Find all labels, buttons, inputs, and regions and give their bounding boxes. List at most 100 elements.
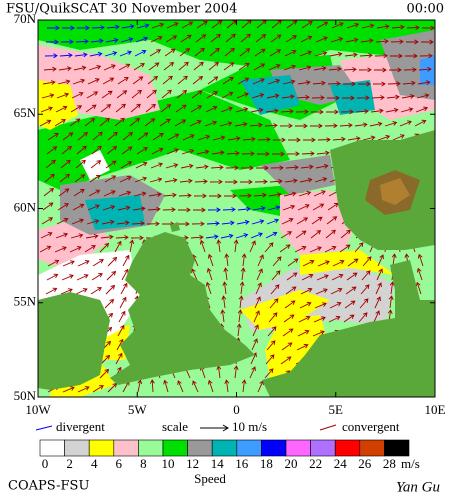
wind-arrow [84,118,96,127]
wind-arrow [226,150,240,156]
wind-arrow [285,35,297,43]
wind-arrow [239,281,245,295]
wind-arrow [313,316,326,323]
wind-arrow [121,24,135,29]
wind-arrow [327,81,341,87]
colorbar-cell [138,439,164,457]
wind-arrow [117,324,125,337]
wind-arrow [346,272,358,281]
wind-arrow [377,134,391,141]
wind-arrow [133,191,147,197]
wind-arrow [119,296,127,309]
wind-arrow [315,36,328,43]
colorbar-label: 0 [42,456,49,471]
wind-arrow [242,136,256,142]
wind-arrow [104,298,115,309]
wind-arrow [377,254,384,267]
wind-arrow [162,75,173,85]
wind-arrow [209,193,222,199]
wind-arrow [181,21,194,29]
wind-arrow [131,89,142,99]
wind-arrow [191,90,203,99]
wind-arrow [266,340,276,351]
wind-arrow [116,220,130,226]
wind-arrow [144,118,156,127]
lon-label: 5E [329,402,344,417]
wind-arrow [345,37,359,43]
wind-arrow [119,176,132,183]
wind-arrow [324,123,338,129]
wind-arrow [41,217,54,225]
wind-arrow [206,221,220,226]
wind-arrow [91,25,105,31]
wind-arrow [107,131,118,141]
wind-arrow [117,76,129,85]
colorbar-label: 4 [91,456,98,471]
wind-arrow [254,296,261,309]
colorbar-label: 18 [260,456,273,471]
wind-arrow [317,137,331,143]
wind-arrow [177,380,184,393]
wind-arrow [285,286,297,295]
wind-arrow [77,386,90,393]
wind-arrow [358,312,368,323]
wind-arrow [359,298,369,309]
wind-arrow [146,89,157,99]
wind-arrow [205,105,218,113]
wind-arrow [134,49,147,57]
wind-arrow [359,52,373,58]
colorbar-cell [162,439,188,457]
wind-arrow [44,53,58,59]
wind-arrow [240,165,254,171]
wind-arrow [75,159,86,169]
wind-arrow [223,193,237,199]
wind-arrow [136,23,150,29]
wind-arrow [252,206,266,211]
wind-arrow [238,295,244,309]
wind-arrow [390,39,404,45]
wind-arrow [267,78,281,85]
wind-arrow [106,24,120,30]
wind-arrow [135,161,148,169]
wind-arrow [72,203,85,211]
wind-arrow [222,207,236,212]
wind-arrow [328,66,342,72]
wind-arrow [373,67,387,73]
wind-arrow [118,63,131,71]
wind-arrow [361,23,375,29]
wind-arrow [272,137,286,143]
wind-arrow [282,204,296,211]
wind-arrow [347,136,361,142]
wind-arrow [86,91,99,99]
wind-arrow [376,24,390,30]
wind-arrow [311,95,325,101]
wind-arrow [354,242,364,253]
wind-arrow [356,95,370,101]
wind-arrow [195,164,209,170]
wind-arrow [129,239,135,253]
wind-arrow [332,136,346,142]
wind-arrow [316,150,330,156]
colorbar-cell [187,439,213,457]
lat-label: 70N [14,11,37,26]
wind-arrow [107,256,118,267]
wind-arrow [105,284,116,295]
wind-arrow [254,48,266,57]
wind-arrow [316,21,329,29]
wind-arrow [355,108,369,114]
wind-arrow [385,107,399,113]
wind-arrow [417,80,431,86]
wind-arrow [167,133,180,141]
wind-arrow [347,258,359,267]
legend: divergent scale 10 m/s convergent [35,419,400,434]
wind-arrow [300,35,313,43]
wind-arrow [92,259,104,267]
wind-arrow [386,94,400,100]
wind-arrow [286,20,298,29]
wind-arrow [56,92,70,99]
lat-label: 55N [14,294,37,309]
wind-arrow [221,220,235,226]
wind-arrow [70,105,83,113]
wind-arrow [266,218,280,225]
wind-arrow [122,131,134,141]
